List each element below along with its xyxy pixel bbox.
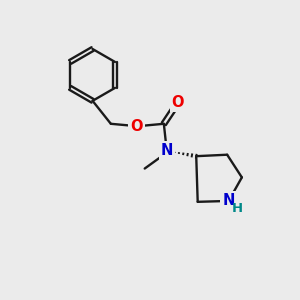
Text: N: N [160,143,173,158]
Text: O: O [130,118,143,134]
Text: N: N [222,194,235,208]
Text: H: H [231,202,242,215]
Text: O: O [172,95,184,110]
